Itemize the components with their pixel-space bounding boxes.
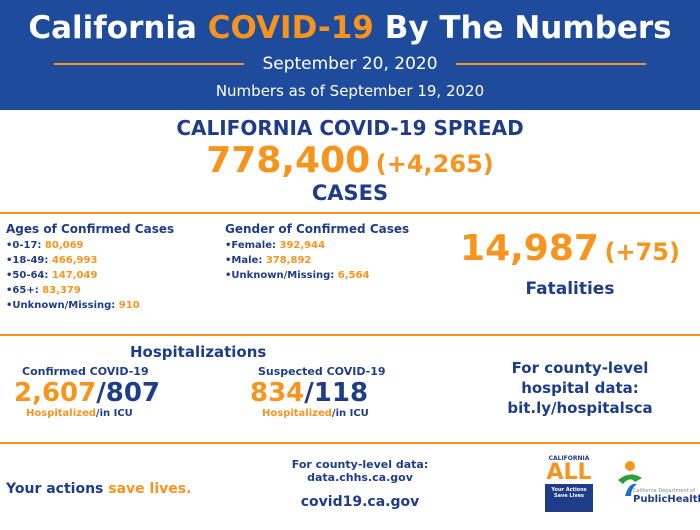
label-hospitalized: Hospitalized xyxy=(262,408,332,419)
hospital-block: Confirmed COVID-19 2,607/807 Hospitalized/… xyxy=(14,365,214,419)
hospital-block: Suspected COVID-19 834/118 Hospitalized/in… xyxy=(250,365,450,419)
county-line: For county-level xyxy=(511,359,649,377)
list-item: Male: 378,892 xyxy=(225,255,445,266)
fatality-change: (+75) xyxy=(604,238,680,266)
list-item: 18-49: 466,993 xyxy=(6,255,216,266)
title-highlight: COVID-19 xyxy=(207,10,374,46)
title-part: California xyxy=(28,10,197,46)
county-data: For county-level data: xyxy=(291,458,429,471)
cases-label: CASES xyxy=(311,181,389,205)
fatality-count: 14,987 xyxy=(460,228,599,269)
gender: Gender of Confirmed Cases Female: 392,94… xyxy=(225,222,445,285)
item-label: 65+: xyxy=(12,285,39,296)
section-title: Ages of Confirmed Cases xyxy=(6,222,175,236)
hospitalized: 2,607 xyxy=(14,378,97,408)
icu: /807 xyxy=(96,378,161,408)
fatality-label: Fatalities xyxy=(525,279,615,299)
item-label: 0-17: xyxy=(12,240,42,251)
logo-cdph: California Department of PublicHealth xyxy=(615,458,700,505)
ages: Ages of Confirmed Cases 0-17: 80,069 18-4… xyxy=(6,222,216,315)
label-icu: /in ICU xyxy=(331,408,369,419)
divider xyxy=(0,334,700,336)
item-value: 147,049 xyxy=(51,270,98,281)
cases-change: (+4,265) xyxy=(375,150,494,178)
item-value: 466,993 xyxy=(51,255,98,266)
icu: /118 xyxy=(304,378,369,408)
date: September 20, 2020 xyxy=(262,54,438,74)
hospital-labels: Hospitalized/in ICU xyxy=(26,408,214,419)
item-value: 392,944 xyxy=(279,240,326,251)
item-value: 910 xyxy=(118,300,140,311)
county-line: bit.ly/hospitalsca xyxy=(507,399,653,417)
hospital-numbers: 2,607/807 xyxy=(14,378,214,408)
item-label: Female: xyxy=(231,240,276,251)
county-hospital: For county-level hospital data: bit.ly/hos… xyxy=(480,358,680,418)
block-title: Suspected COVID-19 xyxy=(258,365,386,378)
list-item: Female: 392,944 xyxy=(225,240,445,251)
hospital-numbers: 834/118 xyxy=(250,378,450,408)
item-value: 378,892 xyxy=(265,255,312,266)
logo-text: Your Actions Save Lives xyxy=(545,484,593,512)
divider xyxy=(54,63,245,65)
county-line: hospital data: xyxy=(521,379,639,397)
spread-title: CALIFORNIA COVID-19 SPREAD xyxy=(176,116,524,140)
site: covid19.ca.gov xyxy=(300,494,420,510)
data-url: data.chhs.ca.gov xyxy=(307,471,413,484)
item-label: 18-49: xyxy=(12,255,49,266)
logo-text: CALIFORNIA xyxy=(548,455,590,462)
logo-ca: CALIFORNIA ALL Your Actions Save Lives xyxy=(545,455,593,512)
item-label: Unknown/Missing: xyxy=(231,270,335,281)
divider xyxy=(455,63,646,65)
list-item: 65+: 83,379 xyxy=(6,285,216,296)
block-title: Confirmed COVID-19 xyxy=(22,365,149,378)
item-value: 6,564 xyxy=(337,270,370,281)
logo-figure xyxy=(618,461,642,496)
header: California COVID-19 By The Numbers Septe… xyxy=(0,0,700,110)
item-value: 80,069 xyxy=(44,240,84,251)
item-label: Unknown/Missing: xyxy=(12,300,116,311)
list-item: Unknown/Missing: 6,564 xyxy=(225,270,445,281)
section-title: Gender of Confirmed Cases xyxy=(225,222,410,236)
hospital-labels: Hospitalized/in ICU xyxy=(262,408,450,419)
item-value: 83,379 xyxy=(42,285,81,296)
slogan: Your actions save lives. xyxy=(6,481,191,497)
title-part: By The Numbers xyxy=(384,10,672,46)
divider xyxy=(0,212,700,214)
list-item: 50-64: 147,049 xyxy=(6,270,216,281)
label-icu: /in ICU xyxy=(95,408,133,419)
slogan-part: Your actions xyxy=(6,481,104,497)
item-label: 50-64: xyxy=(12,270,49,281)
divider xyxy=(0,442,700,444)
logo-text: ALL xyxy=(546,460,592,485)
hospitalized: 834 xyxy=(250,378,305,408)
list-item: Unknown/Missing: 910 xyxy=(6,300,216,311)
item-label: Male: xyxy=(231,255,263,266)
logo-text: California Department of xyxy=(633,488,695,494)
cases: 778,400 xyxy=(206,140,371,181)
title: California COVID-19 By The Numbers xyxy=(0,10,700,46)
fatalities: 14,987 (+75) Fatalities xyxy=(450,228,690,299)
as-of: Numbers as of September 19, 2020 xyxy=(215,82,485,100)
slogan-highlight: save lives. xyxy=(108,481,192,497)
section-title: Hospitalizations xyxy=(130,343,267,361)
label-hospitalized: Hospitalized xyxy=(26,408,96,419)
list-item: 0-17: 80,069 xyxy=(6,240,216,251)
logo-text: PublicHealth xyxy=(633,494,700,505)
